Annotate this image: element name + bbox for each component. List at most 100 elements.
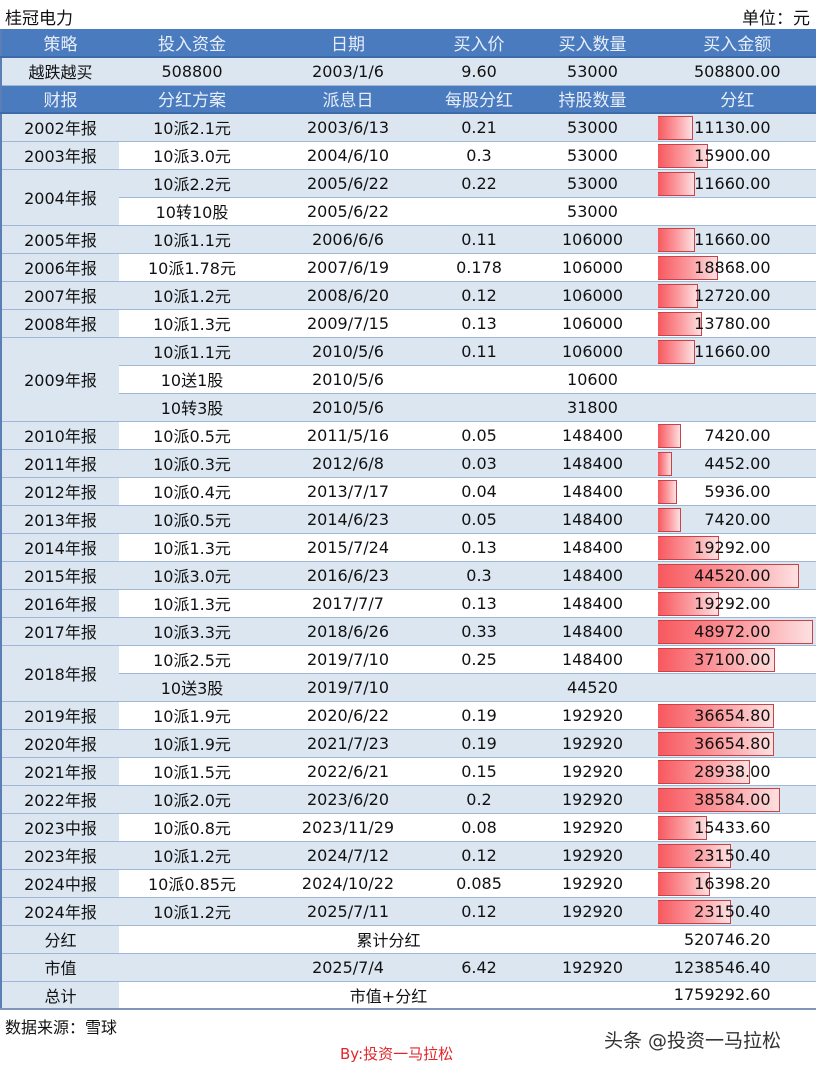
empty-cell	[119, 953, 265, 981]
plan-cell: 10转10股	[119, 197, 265, 225]
dividend-cell: 13780.00	[658, 309, 816, 337]
plan-cell: 10派1.5元	[119, 757, 265, 785]
plan-cell: 10派1.2元	[119, 281, 265, 309]
table-row: 2018年报 10派2.5元 2019/7/10 0.25 148400 37100.00	[1, 645, 816, 701]
data-bar	[658, 759, 750, 784]
paydate-cell: 2005/6/22	[265, 169, 431, 197]
report-cell: 2007年报	[1, 281, 119, 309]
data-bar	[658, 507, 681, 532]
table-row: 2006年报 10派1.78元 2007/6/19 0.178 106000 18868.…	[1, 253, 816, 281]
per-share-cell: 0.13	[431, 589, 527, 617]
dividend-cell: 37100.00	[658, 645, 816, 673]
data-bar	[658, 116, 693, 140]
shares-cell: 148400	[527, 449, 658, 477]
paydate-cell: 2015/7/24	[265, 533, 431, 561]
dividend-value: 15433.60	[694, 817, 771, 837]
report-cell: 2019年报	[1, 701, 119, 729]
data-bar	[658, 731, 774, 756]
col-header-price: 买入价	[431, 29, 527, 58]
data-bar	[658, 171, 695, 196]
dividend-value: 12720.00	[694, 285, 771, 305]
dividend-cell: 36654.80	[658, 729, 816, 757]
plan-cell: 10派1.1元	[119, 337, 265, 365]
market-value-price: 6.42	[431, 953, 527, 981]
dividend-value: 16398.20	[694, 873, 771, 893]
dividend-value: 15900.00	[694, 145, 771, 165]
paydate-cell: 2005/6/22	[265, 197, 431, 225]
shares-cell: 148400	[527, 477, 658, 505]
dividend-cell: 36654.80	[658, 701, 816, 729]
report-cell: 2016年报	[1, 589, 119, 617]
shares-cell: 192920	[527, 785, 658, 813]
table-row: 2005年报 10派1.1元 2006/6/6 0.11 106000 11660.00	[1, 225, 816, 253]
per-share-cell: 0.12	[431, 897, 527, 925]
dividend-cell: 23150.40	[658, 897, 816, 925]
dividend-cell: 19292.00	[658, 533, 816, 561]
per-share-cell: 0.2	[431, 785, 527, 813]
dividend-value: 11660.00	[694, 173, 771, 193]
title-row: 桂冠电力 单位：元	[0, 0, 816, 29]
data-bar	[658, 703, 774, 728]
paydate-cell: 2022/6/21	[265, 757, 431, 785]
data-bar	[658, 283, 698, 308]
dividend-cell: 23150.40	[658, 841, 816, 869]
dividend-value: 37100.00	[694, 649, 771, 669]
paydate-cell: 2008/6/20	[265, 281, 431, 309]
dividend-value: 7420.00	[704, 509, 771, 529]
data-bar	[658, 871, 710, 896]
shares-cell: 53000	[527, 113, 658, 141]
report-cell: 2010年报	[1, 421, 119, 449]
dividend-cell: 7420.00	[658, 421, 816, 449]
per-share-cell	[431, 197, 527, 225]
table-row: 2014年报 10派1.3元 2015/7/24 0.13 148400 19292.00	[1, 533, 816, 561]
paydate-cell: 2010/5/6	[265, 365, 431, 393]
shares-cell: 148400	[527, 421, 658, 449]
strategy-cell: 越跌越买	[1, 57, 119, 85]
shares-cell: 148400	[527, 589, 658, 617]
dividend-cell: 44520.00	[658, 561, 816, 589]
paydate-cell: 2018/6/26	[265, 617, 431, 645]
dividend-cell: 11660.00	[658, 225, 816, 253]
dividend-value: 4452.00	[704, 453, 771, 473]
report-cell: 2023年报	[1, 841, 119, 869]
market-value-date: 2025/7/4	[265, 953, 431, 981]
table-row: 2008年报 10派1.3元 2009/7/15 0.13 106000 13780.00	[1, 309, 816, 337]
dividend-cell	[658, 197, 816, 225]
shares-cell: 106000	[527, 281, 658, 309]
plan-cell: 10派1.3元	[119, 309, 265, 337]
report-cell: 2005年报	[1, 225, 119, 253]
paydate-cell: 2012/6/8	[265, 449, 431, 477]
table-row: 2009年报 10派1.1元 2010/5/6 0.11 106000 11660.00	[1, 337, 816, 421]
summary-desc: 市值+分红	[119, 981, 658, 1009]
paydate-cell: 2014/6/23	[265, 505, 431, 533]
col-header-shares: 持股数量	[527, 85, 658, 114]
data-bar	[658, 339, 695, 364]
shares-cell: 192920	[527, 869, 658, 897]
data-bar	[658, 479, 677, 504]
plan-cell: 10派0.5元	[119, 421, 265, 449]
dividend-value: 38584.00	[694, 789, 771, 809]
plan-cell: 10转3股	[119, 393, 265, 421]
plan-cell: 10送3股	[119, 673, 265, 701]
amount-cell: 508800.00	[658, 57, 816, 85]
table-row: 2015年报 10派3.0元 2016/6/23 0.3 148400 44520.00	[1, 561, 816, 589]
table-row: 10送3股 2019/7/10 44520	[1, 673, 816, 701]
summary-label: 市值	[1, 953, 119, 981]
data-bar	[658, 311, 702, 336]
dividend-value: 23150.40	[694, 845, 771, 865]
col-header-plan: 分红方案	[119, 85, 265, 114]
col-header-quantity: 买入数量	[527, 29, 658, 58]
shares-cell: 192920	[527, 813, 658, 841]
per-share-cell: 0.05	[431, 421, 527, 449]
table-row: 2002年报 10派2.1元 2003/6/13 0.21 53000 11130.00	[1, 113, 816, 141]
plan-cell: 10派0.85元	[119, 869, 265, 897]
purchase-row: 越跌越买 508800 2003/1/6 9.60 53000 508800.0…	[1, 57, 816, 85]
shares-cell: 53000	[527, 169, 658, 197]
plan-cell: 10派0.4元	[119, 477, 265, 505]
report-cell: 2018年报	[1, 645, 119, 701]
per-share-cell: 0.11	[431, 337, 527, 365]
date-cell: 2003/1/6	[265, 57, 431, 85]
per-share-cell: 0.25	[431, 645, 527, 673]
data-bar	[658, 451, 672, 476]
plan-cell: 10派1.2元	[119, 841, 265, 869]
